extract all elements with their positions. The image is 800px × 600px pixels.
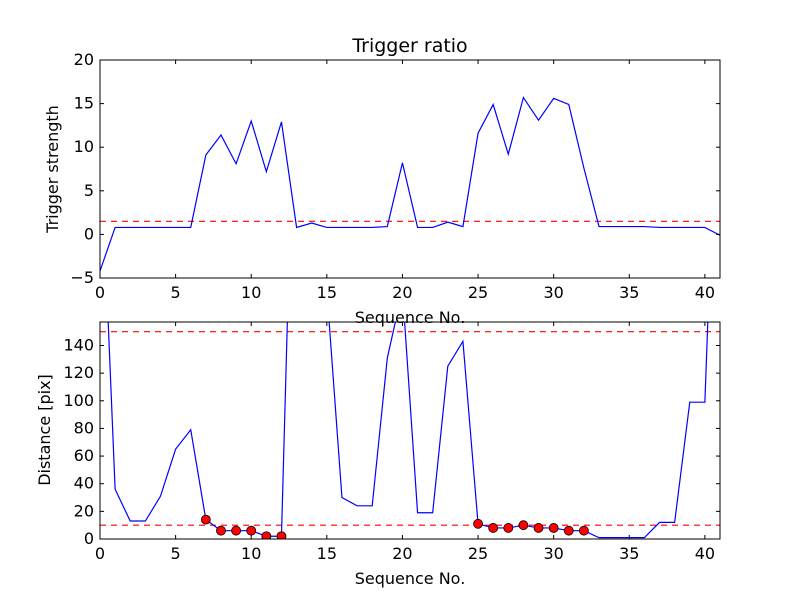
data-point (261, 531, 272, 539)
x-tick-label: 5 (171, 283, 181, 302)
trigger-ratio-panel: Trigger ratio 0 5 10 15 20 25 30 35 40−505101520… (43, 35, 721, 327)
x-tick-label: 35 (619, 283, 639, 302)
x-tick-label: 30 (543, 283, 563, 302)
data-point (276, 531, 287, 539)
data-point (488, 523, 499, 533)
y-tick-label: 140 (63, 335, 94, 354)
x-tick-label: 15 (317, 283, 337, 302)
x-tick-label: 35 (619, 544, 639, 563)
y-tick-label: 100 (63, 391, 94, 410)
x-tick-label: 10 (241, 544, 261, 563)
y-tick-label: 0 (84, 224, 94, 243)
x-tick-label: 40 (695, 283, 715, 302)
x-tick-label: 20 (392, 283, 412, 302)
y-tick-label: 40 (74, 474, 94, 493)
y-tick-label: 15 (74, 94, 94, 113)
data-point (533, 523, 544, 533)
x-tick-label: 10 (241, 283, 261, 302)
data-point (231, 525, 241, 536)
x-tick-label: 25 (468, 283, 488, 302)
y-axis-label: Trigger strength (43, 105, 62, 234)
y-tick-label: 20 (74, 50, 94, 69)
y-tick-label: 10 (74, 137, 94, 156)
x-tick-label: 0 (95, 544, 105, 563)
y-tick-label: 20 (74, 501, 94, 520)
y-tick-label: 80 (74, 418, 94, 437)
y-tick-label: 120 (63, 363, 94, 382)
data-point (200, 514, 211, 525)
data-point (503, 523, 514, 533)
axes-frame (99, 321, 721, 540)
x-tick-label: 40 (695, 544, 715, 563)
distance-panel: 0 5 10 15 20 25 30 35 40 0 20 40 60 80 100 120 140 Seque… (35, 321, 721, 588)
x-tick-label: 25 (468, 544, 488, 563)
data-point (563, 525, 574, 536)
x-axis-label: Sequence No. (355, 308, 466, 327)
data-point (216, 525, 226, 536)
axis-ticks: 0 5 10 15 20 25 30 35 40 0 20 40 60 80 100 120 140 (63, 322, 720, 563)
data-point (473, 518, 483, 529)
data-point (579, 525, 589, 536)
axes-frame (99, 59, 721, 279)
y-tick-label: 60 (74, 446, 94, 465)
y-tick-label: 5 (84, 181, 94, 200)
series-line (107, 322, 709, 539)
y-tick-label: 0 (84, 529, 94, 548)
data-point (518, 520, 529, 531)
x-tick-label: 15 (317, 544, 337, 563)
plot-area (100, 322, 720, 539)
y-axis-label: Distance [pix] (35, 374, 54, 486)
x-axis-label: Sequence No. (355, 569, 466, 588)
y-tick-label: −5 (70, 268, 94, 287)
data-point (246, 525, 257, 536)
data-point (548, 523, 559, 533)
x-tick-label: 20 (392, 544, 412, 563)
x-tick-label: 5 (171, 544, 181, 563)
series-line (100, 96, 720, 272)
x-tick-label: 0 (95, 283, 105, 302)
chart-title: Trigger ratio (351, 35, 467, 57)
x-tick-label: 30 (543, 544, 563, 563)
plot-area (100, 96, 720, 272)
